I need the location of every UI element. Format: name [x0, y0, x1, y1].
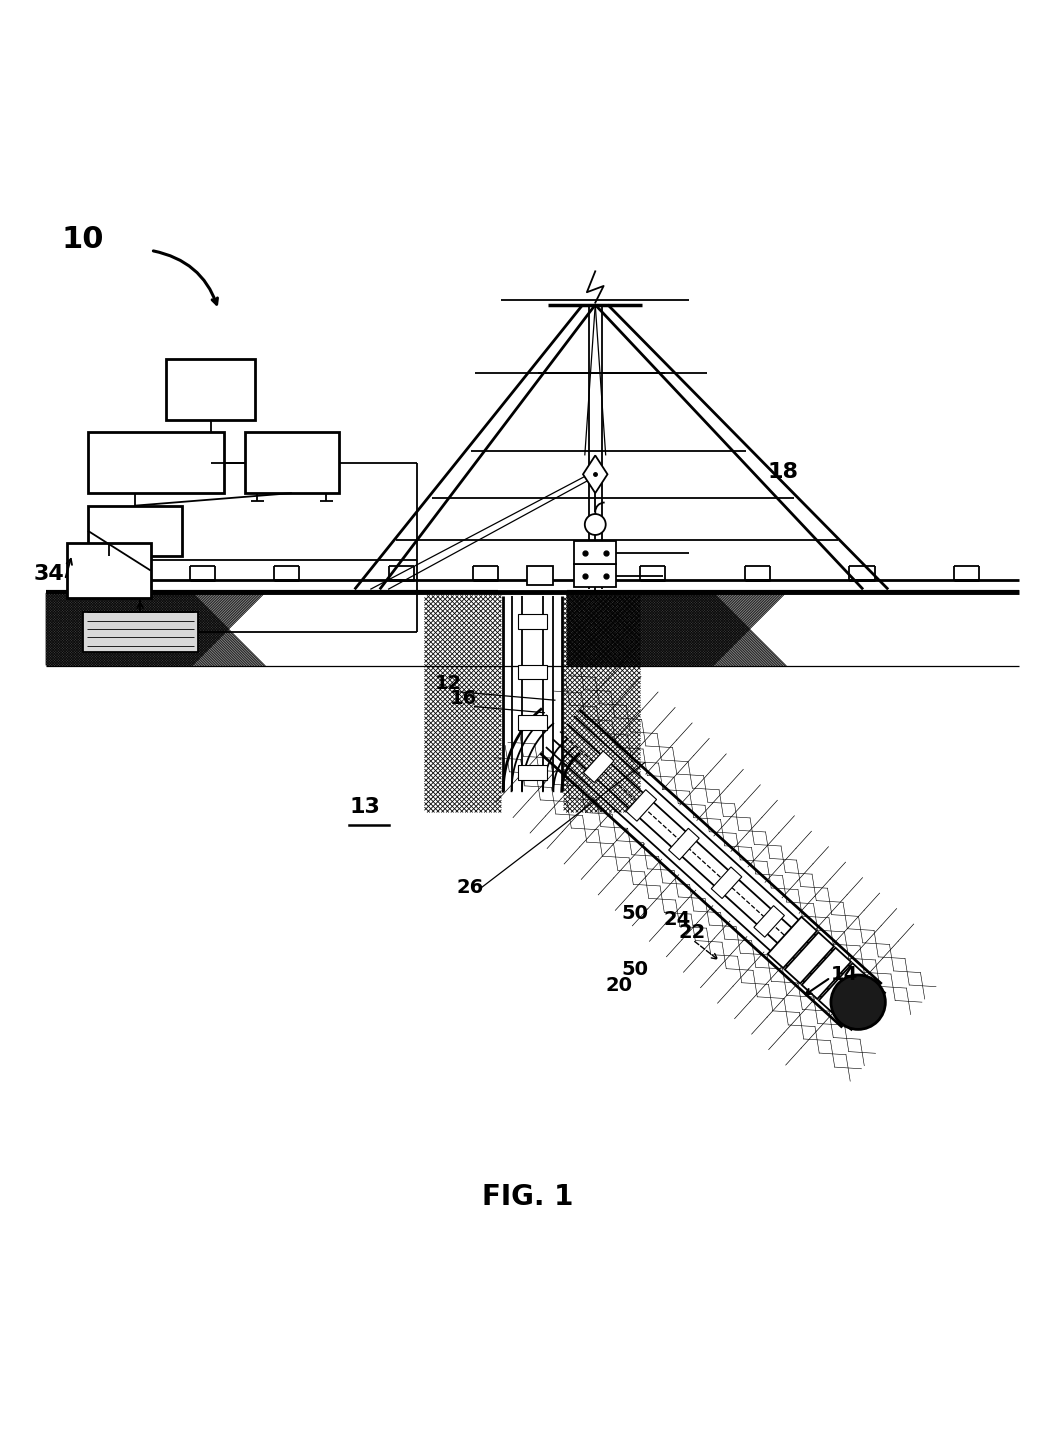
Bar	[574, 564, 616, 587]
Bar	[519, 615, 546, 629]
Text: 18: 18	[767, 462, 799, 482]
Polygon shape	[801, 948, 851, 998]
Polygon shape	[754, 906, 784, 938]
Polygon shape	[583, 751, 613, 783]
Circle shape	[585, 514, 605, 535]
Bar	[87, 506, 182, 556]
Bar	[167, 359, 255, 420]
Text: 10: 10	[62, 224, 104, 253]
Text: 20: 20	[605, 975, 632, 994]
Text: 12: 12	[435, 674, 463, 693]
Polygon shape	[818, 964, 867, 1014]
Polygon shape	[583, 456, 607, 493]
Text: 24: 24	[663, 909, 690, 929]
Polygon shape	[711, 867, 741, 899]
Text: 22: 22	[679, 923, 706, 942]
Text: 50: 50	[621, 959, 648, 978]
Bar	[519, 715, 546, 729]
Text: 16: 16	[450, 689, 476, 708]
Bar	[527, 567, 553, 586]
Bar	[519, 666, 546, 680]
Polygon shape	[626, 790, 657, 822]
Bar	[245, 433, 338, 493]
Circle shape	[831, 975, 885, 1030]
Bar	[574, 541, 616, 564]
Text: 26: 26	[456, 878, 483, 897]
Polygon shape	[796, 945, 826, 977]
Polygon shape	[767, 917, 817, 968]
Polygon shape	[836, 978, 884, 1030]
Polygon shape	[668, 829, 699, 860]
Text: 34: 34	[34, 564, 64, 585]
Bar	[87, 433, 223, 493]
Text: FIG. 1: FIG. 1	[482, 1182, 572, 1210]
Text: 13: 13	[349, 796, 380, 816]
Polygon shape	[784, 932, 834, 984]
Text: 50: 50	[621, 904, 648, 923]
Text: 14: 14	[831, 965, 858, 984]
Bar	[66, 544, 151, 598]
Bar	[519, 765, 546, 780]
Bar	[82, 612, 197, 653]
